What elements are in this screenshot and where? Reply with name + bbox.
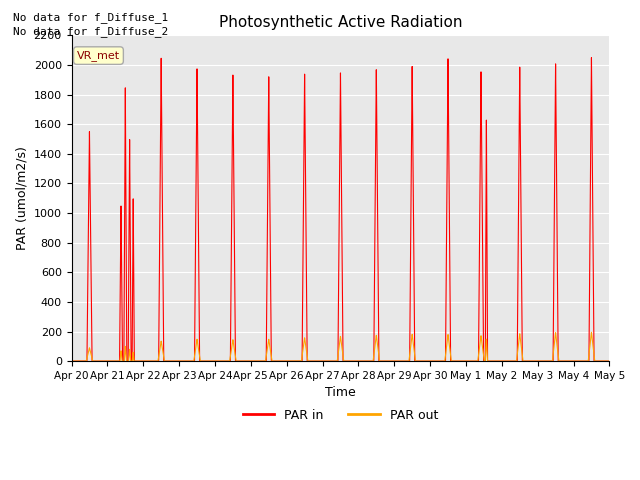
Y-axis label: PAR (umol/m2/s): PAR (umol/m2/s) (15, 146, 28, 250)
Text: VR_met: VR_met (77, 50, 120, 61)
Text: No data for f_Diffuse_1: No data for f_Diffuse_1 (13, 12, 168, 23)
Title: Photosynthetic Active Radiation: Photosynthetic Active Radiation (219, 15, 462, 30)
X-axis label: Time: Time (325, 386, 356, 399)
Text: No data for f_Diffuse_2: No data for f_Diffuse_2 (13, 26, 168, 37)
Legend: PAR in, PAR out: PAR in, PAR out (238, 404, 443, 427)
